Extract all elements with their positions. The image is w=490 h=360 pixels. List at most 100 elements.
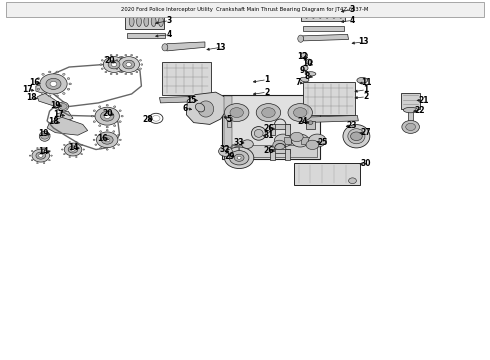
- Ellipse shape: [110, 73, 112, 75]
- Circle shape: [95, 107, 120, 125]
- Bar: [162, 62, 211, 95]
- Ellipse shape: [39, 131, 50, 141]
- Ellipse shape: [348, 129, 365, 144]
- Ellipse shape: [42, 73, 44, 75]
- Circle shape: [242, 140, 253, 148]
- Bar: [222, 95, 320, 159]
- Ellipse shape: [29, 155, 31, 156]
- Text: 15: 15: [186, 96, 196, 105]
- Bar: [270, 125, 291, 129]
- Text: 19: 19: [50, 101, 61, 110]
- Bar: [270, 125, 275, 135]
- Ellipse shape: [105, 71, 107, 73]
- Bar: [303, 82, 355, 116]
- Text: 28: 28: [142, 114, 152, 123]
- Text: 21: 21: [418, 96, 429, 105]
- Ellipse shape: [98, 125, 101, 126]
- Ellipse shape: [81, 154, 82, 155]
- FancyBboxPatch shape: [5, 3, 485, 17]
- Ellipse shape: [254, 130, 263, 137]
- Text: 2: 2: [265, 87, 270, 96]
- Bar: [270, 149, 291, 153]
- Ellipse shape: [99, 148, 101, 149]
- Circle shape: [59, 104, 67, 109]
- Ellipse shape: [120, 71, 122, 73]
- Text: 16: 16: [29, 78, 39, 87]
- Ellipse shape: [159, 17, 163, 27]
- Text: 14: 14: [38, 147, 49, 156]
- Circle shape: [104, 138, 110, 142]
- Polygon shape: [55, 111, 73, 122]
- Ellipse shape: [141, 64, 143, 65]
- Circle shape: [97, 132, 118, 148]
- Ellipse shape: [49, 95, 51, 97]
- Ellipse shape: [93, 121, 96, 122]
- Ellipse shape: [49, 160, 50, 161]
- Circle shape: [100, 111, 114, 121]
- Ellipse shape: [300, 77, 309, 82]
- Ellipse shape: [37, 148, 38, 149]
- Text: 27: 27: [361, 128, 371, 137]
- Ellipse shape: [305, 72, 316, 76]
- Ellipse shape: [67, 88, 70, 90]
- Ellipse shape: [105, 56, 107, 58]
- Ellipse shape: [83, 149, 85, 150]
- Circle shape: [219, 146, 232, 156]
- Ellipse shape: [144, 17, 149, 27]
- Ellipse shape: [113, 148, 115, 149]
- Circle shape: [306, 140, 319, 149]
- Ellipse shape: [114, 125, 116, 126]
- Circle shape: [309, 134, 326, 147]
- Ellipse shape: [151, 17, 156, 27]
- Ellipse shape: [101, 68, 103, 69]
- Text: 7: 7: [295, 78, 300, 87]
- Text: 9: 9: [300, 66, 305, 75]
- Circle shape: [301, 53, 308, 58]
- Circle shape: [288, 104, 313, 122]
- Circle shape: [36, 152, 46, 159]
- Bar: [303, 26, 344, 31]
- Text: 8: 8: [305, 72, 310, 81]
- Circle shape: [40, 74, 67, 94]
- Ellipse shape: [106, 149, 108, 150]
- Polygon shape: [303, 35, 348, 41]
- Ellipse shape: [63, 73, 65, 75]
- Circle shape: [226, 117, 232, 121]
- Text: 13: 13: [358, 37, 368, 46]
- Ellipse shape: [125, 73, 127, 75]
- Ellipse shape: [69, 83, 72, 85]
- Ellipse shape: [121, 71, 123, 73]
- Ellipse shape: [49, 150, 50, 152]
- Ellipse shape: [116, 68, 118, 69]
- Text: 20: 20: [104, 57, 115, 66]
- Text: 12: 12: [297, 52, 308, 61]
- Circle shape: [123, 60, 135, 69]
- Ellipse shape: [332, 8, 336, 18]
- Ellipse shape: [118, 134, 120, 136]
- Text: 17: 17: [22, 85, 33, 94]
- Circle shape: [103, 57, 125, 72]
- Circle shape: [273, 140, 286, 149]
- Ellipse shape: [91, 115, 94, 117]
- Ellipse shape: [56, 71, 58, 73]
- Ellipse shape: [99, 131, 101, 132]
- Ellipse shape: [64, 144, 65, 145]
- Bar: [408, 108, 413, 126]
- Text: 17: 17: [53, 110, 64, 119]
- Ellipse shape: [116, 54, 118, 56]
- Ellipse shape: [136, 71, 138, 73]
- Bar: [401, 93, 420, 109]
- Text: 2020 Ford Police Interceptor Utility  Crankshaft Main Thrust Bearing Diagram for: 2020 Ford Police Interceptor Utility Cra…: [122, 7, 368, 12]
- Circle shape: [262, 108, 275, 117]
- Ellipse shape: [131, 73, 133, 75]
- Text: 4: 4: [350, 16, 355, 25]
- Polygon shape: [301, 116, 358, 123]
- Circle shape: [234, 154, 244, 161]
- Ellipse shape: [50, 155, 52, 156]
- Circle shape: [224, 147, 254, 168]
- Ellipse shape: [140, 68, 142, 69]
- Circle shape: [104, 114, 110, 118]
- Text: 3: 3: [167, 16, 172, 25]
- Text: 11: 11: [361, 78, 371, 87]
- Text: 29: 29: [224, 152, 235, 161]
